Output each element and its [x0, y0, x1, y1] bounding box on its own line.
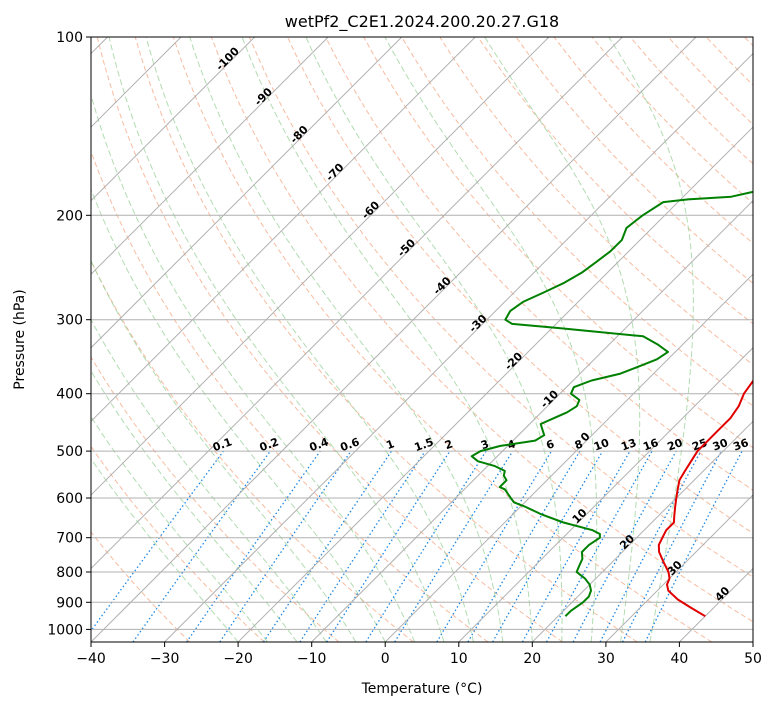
- dewpoint-profile-line: [470, 190, 753, 617]
- dry-adiabat-line: [439, 37, 753, 366]
- isotherm-line: [91, 37, 624, 570]
- y-tick-label: 800: [56, 565, 83, 581]
- mixing-ratio-label: 13: [619, 436, 638, 453]
- temperature-profile-line: [657, 378, 753, 618]
- mixing-ratio-label: 6: [544, 437, 556, 452]
- x-tick-label: 10: [450, 651, 468, 667]
- plot-frame: [90, 36, 754, 643]
- moist-adiabat-line: [91, 188, 386, 642]
- chart-title: wetPf2_C2E1.2024.200.20.27.G18: [285, 12, 559, 32]
- x-tick-label: 30: [597, 651, 615, 667]
- y-tick-label: 300: [56, 313, 83, 329]
- moist-adiabat-line: [91, 457, 239, 642]
- mixing-ratio-labels: 0.1 0.2 0.4 0.6 1 1.5 2 3 4 6 8 10 13 16 20 25 30 36: [211, 435, 751, 454]
- isotherm-line: [91, 37, 477, 423]
- x-tick-label: −40: [76, 651, 106, 667]
- dry-adiabat-line: [91, 150, 489, 642]
- moist-adiabat-line: [91, 369, 298, 642]
- mixing-ratio-line: [394, 450, 514, 642]
- mixing-ratio-label: 10: [592, 436, 611, 454]
- mixing-ratio-label: 1: [384, 437, 396, 452]
- axes: −40 −30 −20 −10 0 10 20 30 40 5010020030040050060…: [47, 30, 762, 667]
- moist-adiabat-line: [384, 37, 598, 642]
- dry-adiabat-line: [91, 531, 191, 642]
- mixing-ratio-label: 25: [690, 436, 709, 453]
- mixing-ratio-label: 0.1: [211, 435, 234, 454]
- dry-adiabat-line: [325, 37, 753, 491]
- plot-background: [91, 37, 753, 642]
- mixing-ratio-label: 8: [573, 437, 585, 452]
- mixing-ratio-lines: [91, 450, 743, 642]
- y-tick-label: 100: [56, 30, 83, 46]
- isotherm-line: [605, 494, 753, 642]
- mixing-ratio-line: [521, 450, 631, 642]
- dry-adiabat-line: [172, 37, 713, 642]
- mixing-ratio-line: [91, 450, 225, 632]
- mixing-ratio-label: 36: [731, 436, 750, 454]
- moist-adiabat-line: [108, 37, 445, 642]
- isotherm-line: [163, 52, 753, 642]
- dry-adiabat-line: [515, 37, 753, 284]
- dry-adiabat-line: [91, 445, 265, 642]
- x-tick-label: −20: [223, 651, 253, 667]
- mixing-ratio-label: 20: [666, 436, 685, 454]
- isotherm-line: [91, 37, 403, 349]
- moist-adiabat-line: [241, 37, 533, 642]
- y-tick-label: 600: [56, 491, 83, 507]
- isotherm-line: [91, 37, 256, 202]
- sounding-series: [470, 190, 753, 618]
- moist-adiabat-line: [484, 37, 641, 642]
- dry-adiabat-line: [91, 356, 340, 642]
- mixing-ratio-line: [262, 450, 393, 642]
- moist-adiabat-line: [305, 37, 563, 642]
- moist-adiabat-line: [91, 259, 357, 642]
- isotherm-line: [457, 347, 753, 642]
- x-tick-label: −30: [150, 651, 180, 667]
- x-tick-label: 40: [670, 651, 688, 667]
- x-tick-label: 20: [523, 651, 541, 667]
- mixing-ratio-line: [326, 450, 451, 642]
- mixing-ratio-label: 0.2: [258, 435, 281, 454]
- isotherm-line: [91, 37, 697, 642]
- mixing-ratio-label: 2: [443, 437, 455, 452]
- dry-adiabat-line: [248, 37, 753, 578]
- mixing-ratio-label: 1.5: [413, 435, 436, 454]
- y-tick-label: 400: [56, 387, 83, 403]
- y-tick-label: 700: [56, 531, 83, 547]
- mixing-ratio-line: [546, 450, 653, 642]
- isotherm-line: [384, 273, 753, 642]
- mixing-ratio-line: [219, 450, 352, 642]
- isotherm-line: [91, 37, 550, 496]
- dry-adiabat-line: [210, 37, 753, 623]
- moist-adiabat-line: [608, 37, 694, 642]
- mixing-ratio-line: [132, 450, 271, 642]
- dry-adiabat-line: [96, 37, 563, 642]
- y-tick-label: 900: [56, 595, 83, 611]
- x-tick-label: −10: [297, 651, 327, 667]
- mixing-ratio-label: 30: [711, 436, 730, 454]
- mixing-ratio-line: [572, 450, 677, 642]
- plot-area: -100-90-80-70-60-50-40-30-20-10010203040…: [91, 37, 753, 642]
- mixing-ratio-label: 0.6: [338, 435, 361, 454]
- y-tick-label: 500: [56, 444, 83, 460]
- isotherm-line: [91, 37, 329, 275]
- mixing-ratio-line: [299, 450, 426, 642]
- y-tick-label: 200: [56, 208, 83, 224]
- x-tick-label: 0: [381, 651, 390, 667]
- x-axis-title: Temperature (°C): [361, 681, 483, 697]
- dry-adiabat-line: [401, 37, 753, 407]
- moist-adiabat-line: [145, 37, 474, 642]
- y-tick-label: 1000: [47, 622, 83, 638]
- mixing-ratio-label: 0.4: [308, 435, 331, 454]
- moist-adiabat-line: [91, 415, 268, 642]
- x-tick-label: 50: [744, 651, 762, 667]
- isotherm-line: [531, 420, 753, 642]
- mixing-ratio-line: [644, 450, 743, 642]
- mixing-ratio-label: 3: [479, 437, 491, 452]
- mixing-ratio-line: [186, 450, 321, 642]
- y-axis-title: Pressure (hPa): [12, 289, 28, 389]
- mixing-ratio-label: 16: [641, 436, 660, 454]
- dry-adiabat-line: [134, 37, 638, 642]
